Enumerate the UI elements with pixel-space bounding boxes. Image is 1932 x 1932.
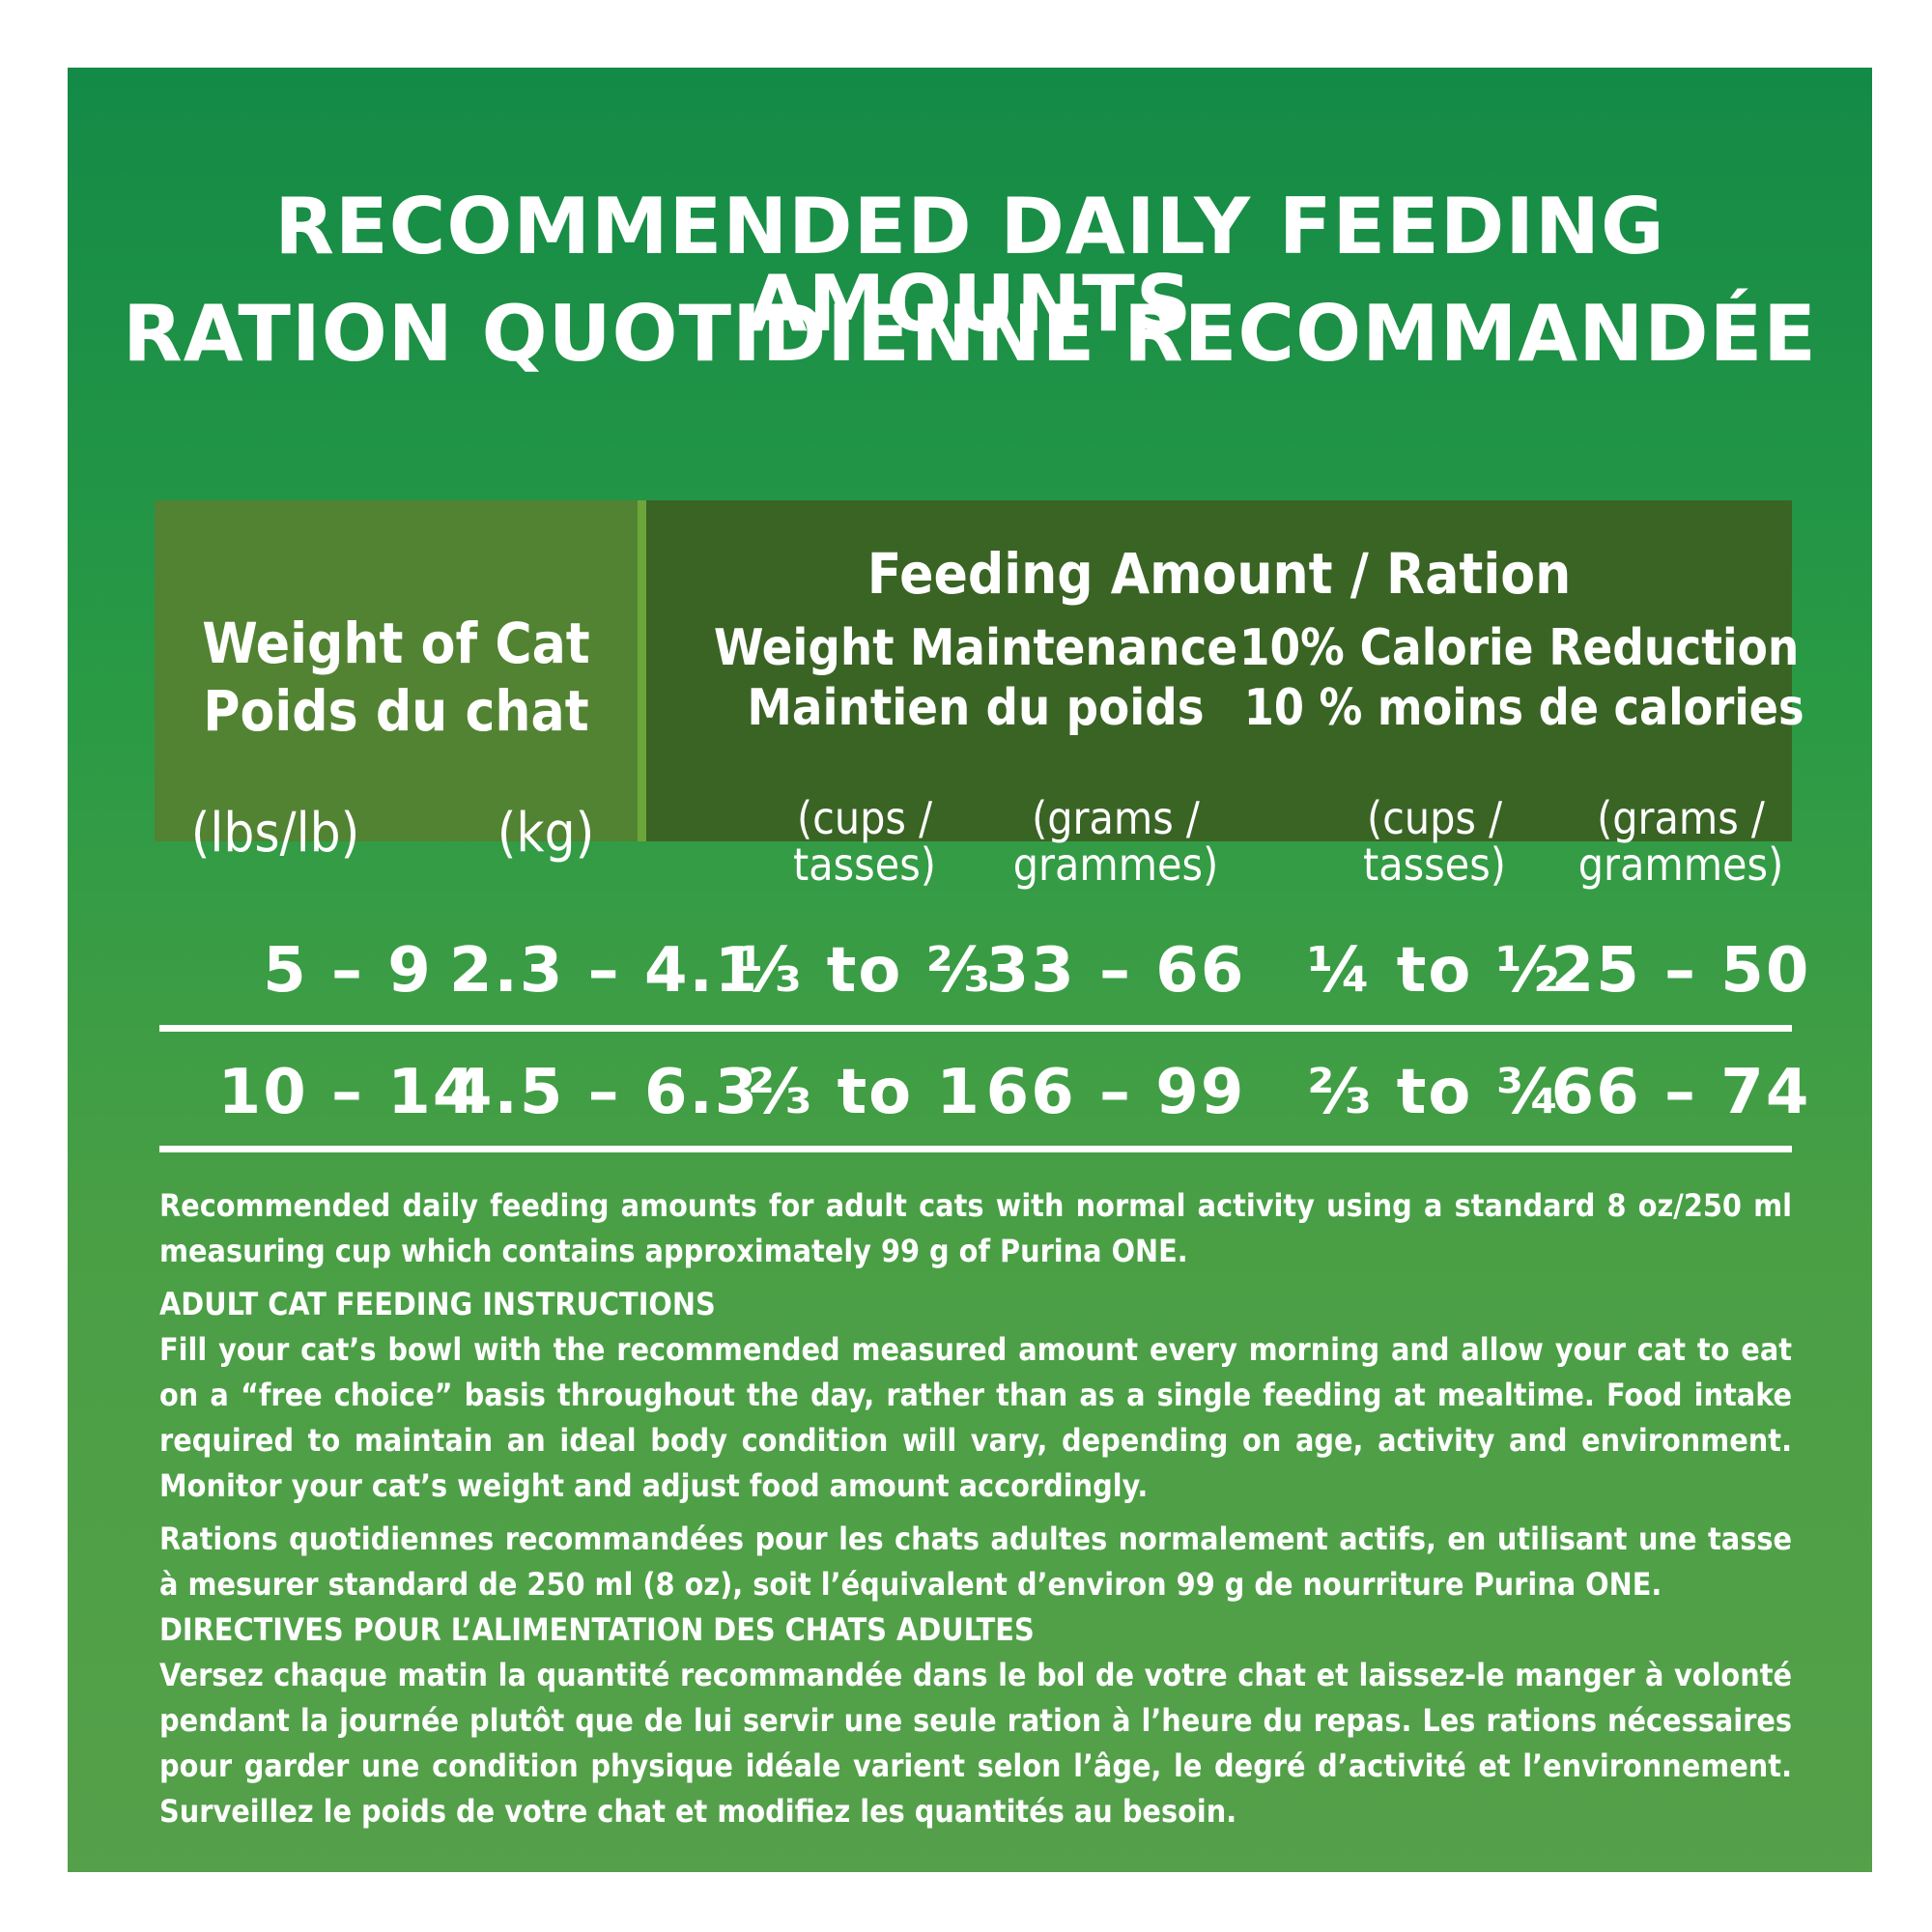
- feeding-panel: RECOMMENDED DAILY FEEDING AMOUNTS RATION…: [68, 68, 1872, 1872]
- red-grams-unit-2: grammes): [1577, 838, 1784, 891]
- maint-grams-unit-2: grammes): [1012, 838, 1219, 891]
- red-cups-unit-2: tasses): [1363, 838, 1506, 891]
- row1-red-cups: ¼ to ½: [1307, 935, 1562, 1007]
- row1-red-grams: 25 – 50: [1550, 935, 1811, 1007]
- feeding-notes: Recommended daily feeding amounts for ad…: [159, 1183, 1792, 1834]
- red-grams-unit-1: (grams /: [1597, 792, 1765, 844]
- page-title-french: RATION QUOTIDIENNE RECOMMANDÉE: [123, 289, 1817, 379]
- feeding-header-cell: [646, 500, 1792, 841]
- row1-maint-cups: ⅓ to ⅔: [737, 935, 992, 1007]
- row1-maint-grams: 33 – 66: [985, 935, 1246, 1007]
- row2-maint-grams: 66 – 99: [985, 1057, 1246, 1128]
- english-intro: Recommended daily feeding amounts for ad…: [159, 1187, 1792, 1269]
- red-cups-unit-1: (cups /: [1366, 792, 1503, 844]
- french-instructions-body: Versez chaque matin la quantité recomman…: [159, 1657, 1792, 1830]
- weight-header-fr: Poids du chat: [203, 678, 589, 744]
- row-divider-1: [159, 1025, 1792, 1032]
- maintenance-header-fr: Maintien du poids: [747, 679, 1205, 737]
- weight-header-cell: [155, 500, 638, 841]
- french-instructions-heading: DIRECTIVES POUR L’ALIMENTATION DES CHATS…: [159, 1611, 1035, 1648]
- english-instructions-body: Fill your cat’s bowl with the recommende…: [159, 1331, 1792, 1504]
- page-title-english: RECOMMENDED DAILY FEEDING AMOUNTS: [274, 182, 1665, 349]
- unit-kg: (kg): [497, 802, 595, 865]
- weight-header-en: Weight of Cat: [202, 611, 590, 676]
- row2-lbs: 10 – 14: [217, 1057, 478, 1128]
- feeding-amount-header: Feeding Amount / Ration: [867, 541, 1572, 607]
- row1-lbs: 5 – 9: [263, 935, 433, 1007]
- unit-lbs: (lbs/lb): [190, 802, 360, 865]
- row2-maint-cups: ⅔ to 1: [748, 1057, 981, 1128]
- row2-red-cups: ⅔ to ¾: [1307, 1057, 1562, 1128]
- reduction-header-en: 10% Calorie Reduction: [1238, 619, 1800, 677]
- row2-red-grams: 66 – 74: [1550, 1057, 1811, 1128]
- row2-kg: 4.5 – 6.3: [449, 1057, 760, 1128]
- maint-cups-unit-1: (cups /: [796, 792, 933, 844]
- french-intro: Rations quotidiennes recommandées pour l…: [159, 1520, 1792, 1603]
- english-instructions-heading: ADULT CAT FEEDING INSTRUCTIONS: [159, 1286, 716, 1322]
- maint-cups-unit-2: tasses): [793, 838, 936, 891]
- maint-grams-unit-1: (grams /: [1032, 792, 1200, 844]
- row-divider-2: [159, 1146, 1792, 1152]
- reduction-header-fr: 10 % moins de calories: [1243, 679, 1804, 737]
- header-divider: [638, 500, 646, 841]
- maintenance-header-en: Weight Maintenance: [713, 619, 1238, 677]
- row1-kg: 2.3 – 4.1: [449, 935, 760, 1007]
